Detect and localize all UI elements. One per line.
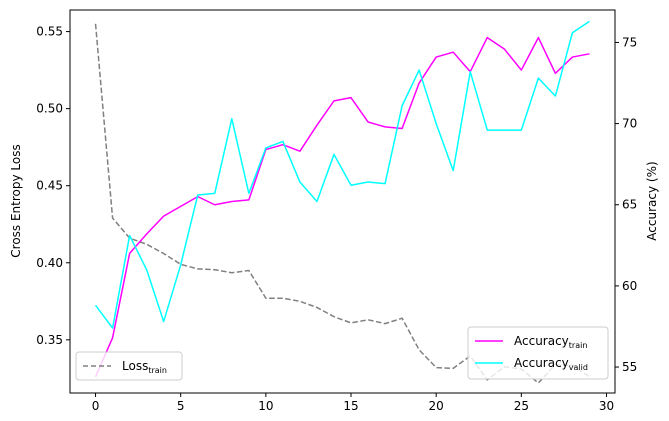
series-line-accuracy-train <box>94 36 590 378</box>
left-tick-label: 0.50 <box>36 102 63 116</box>
right-tick-label: 55 <box>622 360 637 374</box>
ticks-layer: 0 5 10 15 20 25 30 0.35 0.40 0.45 0.50 0.55 55 60 65 70… <box>36 25 637 413</box>
legend-right-frame <box>467 326 609 380</box>
left-tick-label: 0.35 <box>36 333 63 347</box>
legend-label-accuracy-train: Accuracytrain <box>514 334 587 350</box>
legend-label-accuracy-valid: Accuracyvalid <box>514 356 588 372</box>
x-tick-label: 25 <box>514 399 529 413</box>
right-tick-label: 65 <box>622 198 637 212</box>
right-tick-label: 75 <box>622 35 637 49</box>
left-axis-label: Cross Entropy Loss <box>9 144 23 257</box>
x-tick-label: 20 <box>429 399 444 413</box>
x-tick-label: 30 <box>599 399 614 413</box>
left-tick-label: 0.40 <box>36 256 63 270</box>
x-tick-label: 0 <box>92 399 100 413</box>
right-tick-label: 60 <box>622 279 637 293</box>
legend-left: Losstrain <box>75 351 183 381</box>
series-line-accuracy-valid <box>94 20 590 329</box>
legend-right: Accuracytrain Accuracyvalid <box>467 326 609 380</box>
right-tick-label: 70 <box>622 117 637 131</box>
legend-label-loss-train: Losstrain <box>122 359 167 375</box>
x-tick-label: 5 <box>177 399 185 413</box>
left-tick-label: 0.45 <box>36 179 63 193</box>
right-axis-label: Accuracy (%) <box>645 161 659 240</box>
x-tick-label: 15 <box>343 399 358 413</box>
legend-left-frame <box>75 351 183 381</box>
x-tick-label: 10 <box>258 399 273 413</box>
left-tick-label: 0.55 <box>36 25 63 39</box>
plot-frame <box>69 9 616 394</box>
